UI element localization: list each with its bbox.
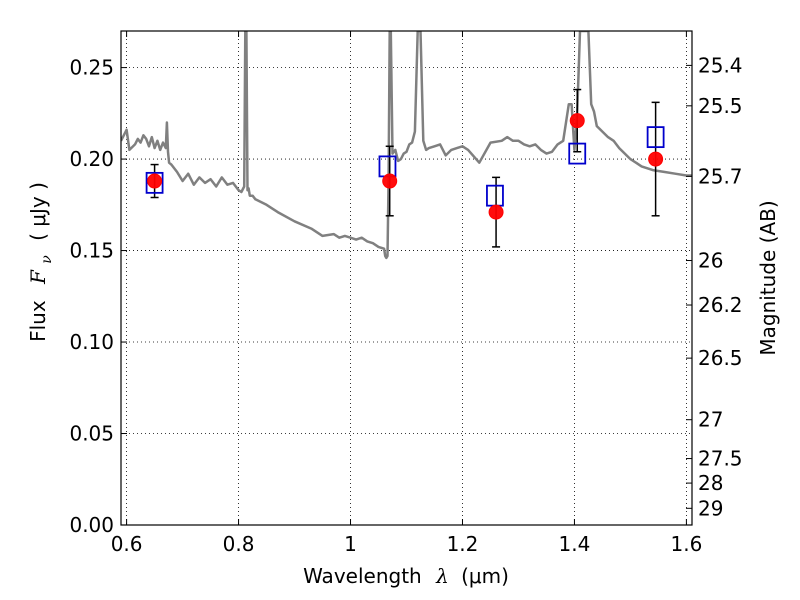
observed-point (382, 173, 398, 189)
y-tick-label: 0.25 (69, 56, 114, 80)
x-axis-label-lambda: λ (435, 564, 449, 588)
mag-tick-label: 27.5 (698, 447, 743, 471)
x-tick-label: 1.2 (447, 532, 479, 556)
y2-axis-label: Magnitude (AB) (756, 200, 780, 355)
observed-point (569, 113, 585, 129)
mag-tick-label: 26 (698, 249, 723, 273)
observed-point (147, 173, 163, 189)
y-axis-label: Flux F ν ( μJy ) (26, 182, 56, 342)
model-photometry-point (568, 142, 587, 165)
plot-frame (120, 30, 693, 526)
y-tick-label: 0.20 (69, 147, 114, 171)
x-axis-label: Wavelength λ (μm) (303, 564, 509, 588)
x-tick-label: 1 (344, 532, 357, 556)
x-tick-label: 0.8 (223, 532, 255, 556)
mag-tick-label: 28 (698, 471, 723, 495)
y-axis-label-subscript: ν (39, 255, 55, 264)
mag-tick-label: 26.2 (698, 293, 743, 317)
mag-tick-label: 26.5 (698, 346, 743, 370)
mag-tick-label: 25.5 (698, 94, 743, 118)
y-tick-label: 0.10 (69, 330, 114, 354)
axes-ticks: 0.6 0.8 1 1.2 1.4 1.6 0.00 0.05 0.10 0.15 0.20 0.25… (69, 31, 743, 556)
y-axis-label-symbol: F (26, 269, 50, 285)
y-axis-label-prefix: Flux (26, 300, 50, 342)
observed-point (488, 204, 504, 220)
x-axis-label-prefix: Wavelength (303, 564, 422, 588)
model-photometry-point (646, 126, 665, 149)
x-tick-label: 1.4 (559, 532, 591, 556)
mag-tick-label: 25.7 (698, 164, 743, 188)
y-tick-label: 0.05 (69, 422, 114, 446)
x-axis-label-unit: (μm) (461, 564, 509, 588)
mag-tick-label: 27 (698, 408, 723, 432)
model-photometry-point (145, 171, 164, 194)
x-tick-label: 1.6 (670, 532, 702, 556)
plot-area (121, 31, 692, 260)
observed-point (648, 151, 664, 167)
mag-tick-label: 25.4 (698, 53, 743, 77)
y-tick-label: 0.00 (69, 513, 114, 537)
y-axis-label-unit: ( μJy ) (26, 182, 50, 241)
y-tick-label: 0.15 (69, 239, 114, 263)
x-tick-label: 0.6 (111, 532, 143, 556)
mag-tick-label: 29 (698, 496, 723, 520)
